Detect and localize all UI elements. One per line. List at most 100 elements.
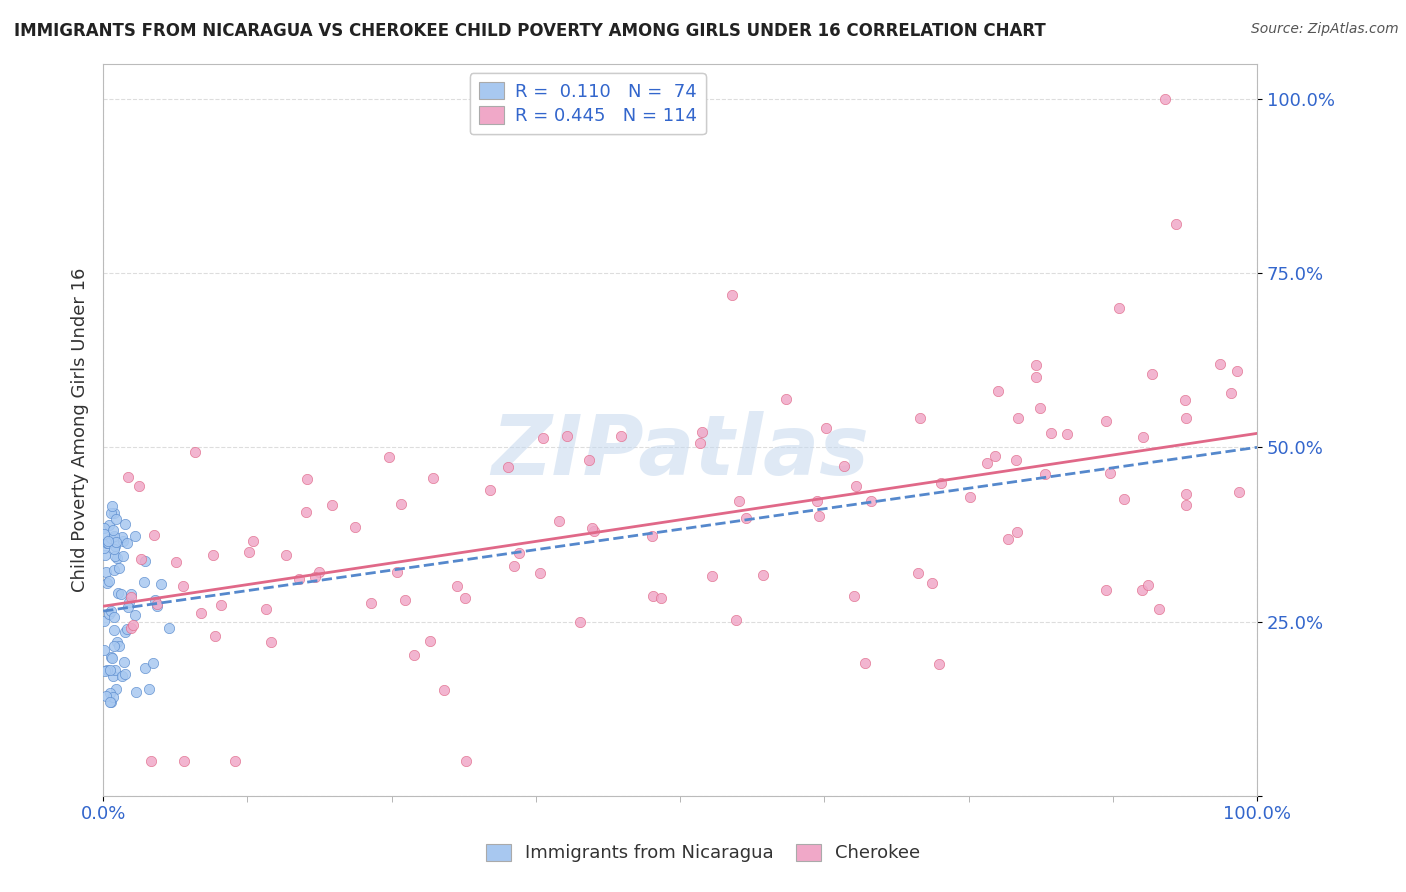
Point (96, 576, 118, 591)
Point (456, 754, 478, 768)
Text: ZIPatlas: ZIPatlas (491, 411, 869, 492)
Point (276, 548, 298, 562)
Point (143, 528, 166, 542)
Point (111, 533, 134, 548)
Point (1004, 452, 1026, 467)
Point (928, 657, 950, 671)
Point (859, 494, 882, 508)
Point (643, 589, 665, 603)
Point (931, 475, 953, 490)
Point (111, 549, 134, 564)
Point (1095, 582, 1118, 597)
Point (581, 521, 603, 535)
Point (103, 623, 125, 637)
Point (98, 686, 121, 700)
Text: Source: ZipAtlas.com: Source: ZipAtlas.com (1251, 22, 1399, 37)
Point (98, 695, 121, 709)
Point (569, 615, 592, 629)
Point (959, 490, 981, 504)
Point (832, 459, 855, 474)
Point (172, 579, 194, 593)
Point (297, 472, 319, 486)
Point (111, 669, 134, 683)
Point (165, 555, 187, 569)
Point (103, 507, 125, 521)
Point (1095, 414, 1118, 428)
Point (94, 689, 117, 703)
Point (260, 635, 283, 649)
Point (143, 592, 166, 607)
Point (124, 529, 146, 543)
Point (115, 622, 138, 636)
Point (98, 663, 121, 677)
Point (1136, 577, 1159, 591)
Point (808, 509, 831, 524)
Point (1153, 92, 1175, 106)
Point (103, 563, 125, 577)
Point (907, 566, 929, 580)
Point (394, 593, 416, 607)
Point (344, 520, 367, 534)
Point (1175, 498, 1198, 512)
Point (304, 570, 326, 584)
Point (96, 663, 118, 677)
Point (104, 540, 127, 554)
Point (105, 635, 128, 649)
Point (1040, 425, 1063, 440)
Point (93, 642, 115, 657)
Point (97, 536, 120, 550)
Point (211, 598, 233, 612)
Legend: R =  0.110   N =  74, R = 0.445   N = 114: R = 0.110 N = 74, R = 0.445 N = 114 (470, 73, 706, 134)
Point (728, 493, 751, 508)
Point (385, 565, 408, 579)
Point (775, 392, 797, 407)
Point (1209, 357, 1232, 371)
Point (1227, 485, 1250, 500)
Point (157, 621, 180, 635)
Point (308, 566, 330, 580)
Point (94, 664, 117, 678)
Text: IMMIGRANTS FROM NICARAGUA VS CHEROKEE CHILD POVERTY AMONG GIRLS UNDER 16 CORRELA: IMMIGRANTS FROM NICARAGUA VS CHEROKEE CH… (14, 22, 1046, 40)
Point (496, 459, 519, 474)
Point (120, 621, 142, 635)
Point (103, 640, 125, 654)
Point (115, 536, 138, 550)
Point (419, 633, 441, 648)
Point (104, 549, 127, 563)
Point (295, 505, 318, 519)
Point (1099, 466, 1122, 480)
Point (815, 420, 838, 434)
Point (101, 669, 124, 683)
Point (93, 614, 115, 628)
Point (138, 681, 160, 696)
Point (1114, 492, 1136, 507)
Point (93, 541, 115, 555)
Point (997, 533, 1019, 547)
Point (101, 500, 124, 514)
Point (114, 624, 136, 639)
Point (1108, 301, 1130, 315)
Point (100, 507, 122, 521)
Point (142, 656, 165, 670)
Point (93, 548, 115, 562)
Point (1005, 525, 1028, 540)
Point (100, 604, 122, 618)
Point (93, 521, 115, 535)
Point (479, 483, 502, 497)
Point (173, 754, 195, 768)
Point (583, 524, 606, 539)
Point (184, 445, 207, 459)
Point (752, 568, 775, 582)
Point (150, 576, 173, 591)
Point (121, 618, 143, 632)
Point (238, 545, 260, 559)
Point (202, 549, 225, 563)
Point (454, 591, 477, 605)
Point (1226, 364, 1249, 378)
Point (1025, 358, 1047, 372)
Point (1056, 426, 1078, 441)
Point (110, 587, 132, 601)
Point (446, 578, 468, 592)
Point (98, 517, 121, 532)
Point (190, 606, 212, 620)
